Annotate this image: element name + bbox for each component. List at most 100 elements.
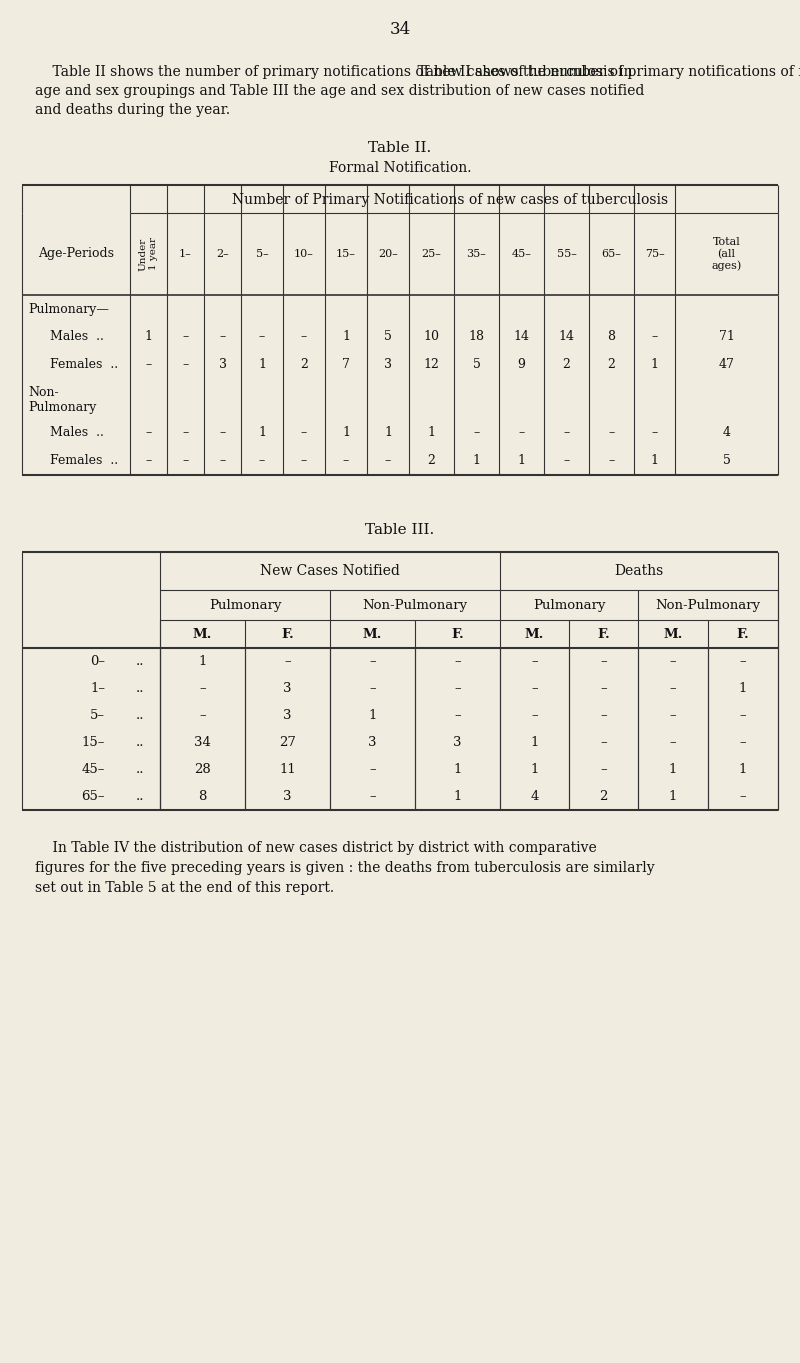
Text: 11: 11 (279, 763, 296, 776)
Text: –: – (369, 682, 376, 695)
Text: 65–: 65– (602, 249, 622, 259)
Text: –: – (182, 330, 189, 343)
Text: 1: 1 (739, 682, 747, 695)
Text: –: – (369, 763, 376, 776)
Text: Females  ..: Females .. (42, 454, 118, 468)
Text: 2: 2 (607, 358, 615, 372)
Text: 2: 2 (300, 358, 308, 372)
Text: 3: 3 (218, 358, 226, 372)
Text: 5–: 5– (90, 709, 105, 722)
Text: –: – (608, 427, 614, 439)
Text: 3: 3 (283, 791, 292, 803)
Text: age and sex groupings and Table III the age and sex distribution of new cases no: age and sex groupings and Table III the … (35, 85, 644, 98)
Text: 34: 34 (390, 22, 410, 38)
Text: 1: 1 (258, 427, 266, 439)
Text: 3: 3 (368, 736, 377, 750)
Text: 18: 18 (469, 330, 485, 343)
Text: –: – (385, 454, 391, 468)
Text: Formal Notification.: Formal Notification. (329, 161, 471, 174)
Text: 1: 1 (145, 330, 153, 343)
Text: 1: 1 (530, 736, 538, 750)
Text: 2: 2 (427, 454, 435, 468)
Text: –: – (600, 682, 607, 695)
Text: M.: M. (525, 627, 544, 641)
Text: 20–: 20– (378, 249, 398, 259)
Text: 4: 4 (722, 427, 730, 439)
Text: Table II shows the number of primary notifications of new cases of tuberculosis : Table II shows the number of primary not… (400, 65, 800, 79)
Text: set out in Table 5 at the end of this report.: set out in Table 5 at the end of this re… (35, 880, 334, 895)
Text: 1: 1 (384, 427, 392, 439)
Text: 1: 1 (454, 791, 462, 803)
Text: –: – (219, 330, 226, 343)
Text: –: – (563, 454, 570, 468)
Text: 1: 1 (669, 763, 677, 776)
Text: –: – (301, 330, 307, 343)
Text: ..: .. (136, 656, 144, 668)
Text: –: – (531, 709, 538, 722)
Text: 15–: 15– (336, 249, 356, 259)
Text: ..: .. (136, 682, 144, 695)
Text: figures for the five preceding years is given : the deaths from tuberculosis are: figures for the five preceding years is … (35, 861, 654, 875)
Text: 4: 4 (530, 791, 538, 803)
Text: –: – (343, 454, 349, 468)
Text: 1–: 1– (179, 249, 192, 259)
Text: 1: 1 (454, 763, 462, 776)
Text: 1: 1 (342, 427, 350, 439)
Text: 34: 34 (194, 736, 211, 750)
Text: 5: 5 (722, 454, 730, 468)
Text: 35–: 35– (466, 249, 486, 259)
Text: 45–: 45– (82, 763, 105, 776)
Text: 14: 14 (514, 330, 530, 343)
Text: 1: 1 (669, 791, 677, 803)
Text: Pulmonary—: Pulmonary— (28, 303, 109, 315)
Text: ..: .. (136, 709, 144, 722)
Text: 7: 7 (342, 358, 350, 372)
Text: New Cases Notified: New Cases Notified (260, 564, 400, 578)
Text: –: – (600, 763, 607, 776)
Text: –: – (740, 736, 746, 750)
Text: –: – (670, 656, 676, 668)
Text: –: – (146, 454, 152, 468)
Text: and deaths during the year.: and deaths during the year. (35, 104, 230, 117)
Text: Number of Primary Notifications of new cases of tuberculosis: Number of Primary Notifications of new c… (232, 194, 668, 207)
Text: 75–: 75– (645, 249, 664, 259)
Text: ..: .. (136, 791, 144, 803)
Text: 5: 5 (384, 330, 392, 343)
Text: F.: F. (281, 627, 294, 641)
Text: Pulmonary: Pulmonary (28, 401, 96, 413)
Text: Non-Pulmonary: Non-Pulmonary (655, 598, 761, 612)
Text: –: – (199, 709, 206, 722)
Text: 1: 1 (739, 763, 747, 776)
Text: 10: 10 (423, 330, 439, 343)
Text: Females  ..: Females .. (42, 358, 118, 372)
Text: –: – (651, 427, 658, 439)
Text: –: – (369, 791, 376, 803)
Text: –: – (563, 427, 570, 439)
Text: In Table IV the distribution of new cases district by district with comparative: In Table IV the distribution of new case… (35, 841, 597, 855)
Text: 1: 1 (342, 330, 350, 343)
Text: Table III.: Table III. (366, 523, 434, 537)
Text: –: – (670, 682, 676, 695)
Text: Age-Periods: Age-Periods (38, 248, 114, 260)
Text: –: – (531, 682, 538, 695)
Text: –: – (301, 454, 307, 468)
Text: 8: 8 (607, 330, 615, 343)
Text: Table II.: Table II. (368, 140, 432, 155)
Text: M.: M. (363, 627, 382, 641)
Text: –: – (146, 427, 152, 439)
Text: –: – (454, 682, 461, 695)
Text: Deaths: Deaths (614, 564, 664, 578)
Text: 1: 1 (650, 358, 658, 372)
Text: 1: 1 (518, 454, 526, 468)
Text: –: – (182, 454, 189, 468)
Text: 1–: 1– (90, 682, 105, 695)
Text: Under
1 year: Under 1 year (139, 237, 158, 271)
Text: 45–: 45– (511, 249, 531, 259)
Text: 3: 3 (384, 358, 392, 372)
Text: ..: .. (136, 763, 144, 776)
Text: –: – (219, 454, 226, 468)
Text: –: – (670, 709, 676, 722)
Text: 1: 1 (650, 454, 658, 468)
Text: –: – (301, 427, 307, 439)
Text: 3: 3 (454, 736, 462, 750)
